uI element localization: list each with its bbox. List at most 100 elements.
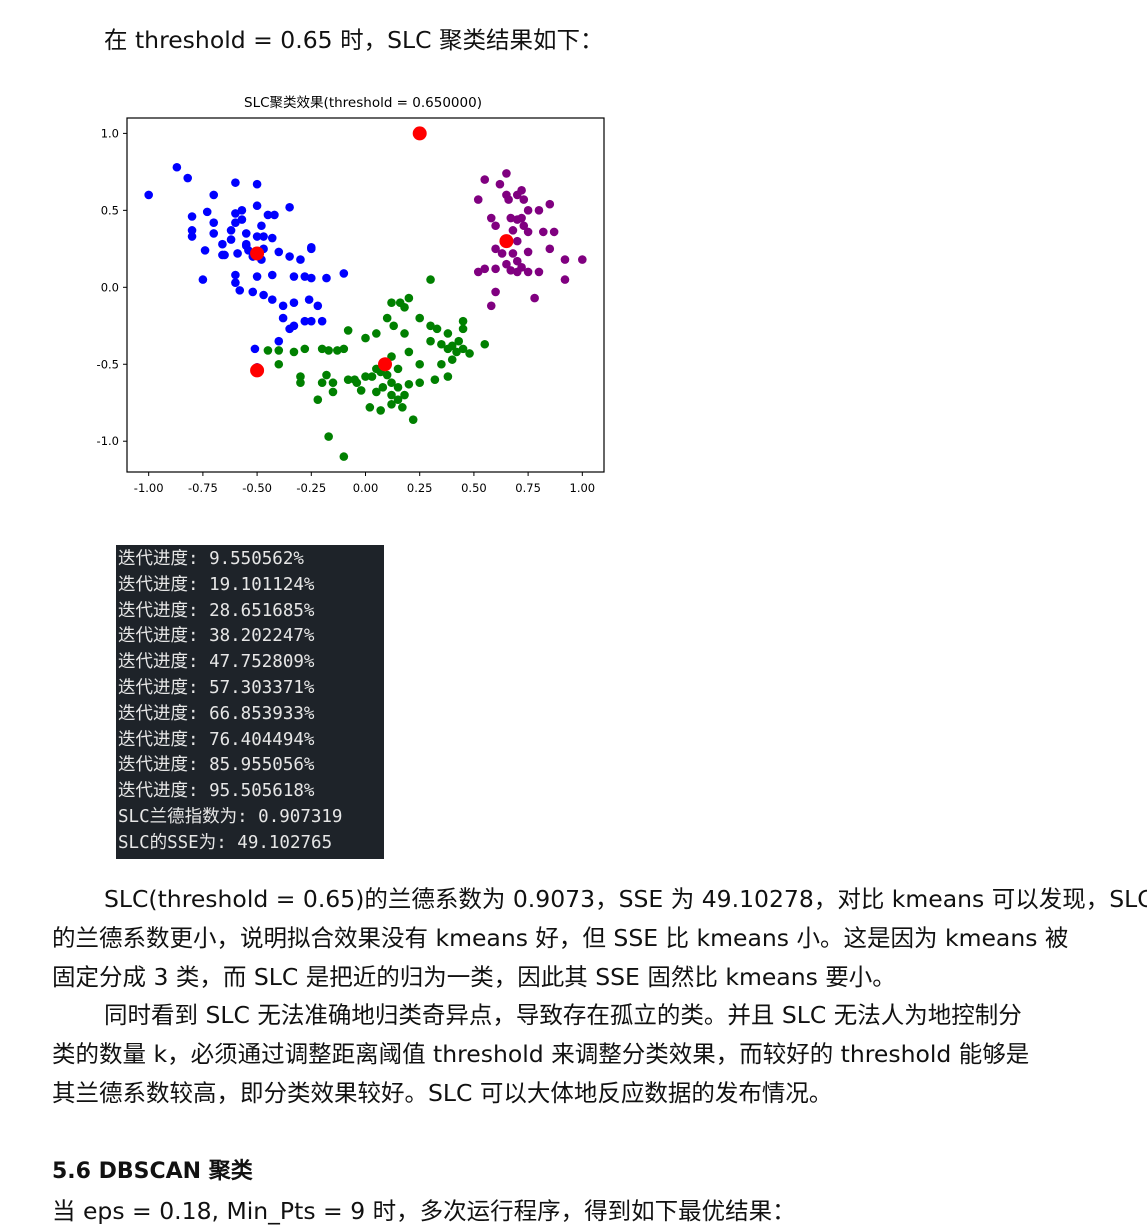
data-point (432, 324, 442, 334)
section-heading: 5.6 DBSCAN 聚类 (52, 1159, 253, 1184)
data-point (506, 266, 516, 275)
data-point (252, 232, 262, 241)
data-point (382, 313, 392, 323)
data-point (263, 346, 273, 355)
data-point (426, 336, 435, 346)
data-point (296, 255, 305, 264)
data-point (502, 259, 511, 269)
data-point (389, 321, 398, 331)
data-point (491, 287, 500, 297)
chart-svg: SLC聚类效果(threshold = 0.650000) -1.00 -0.75… (97, 95, 605, 495)
data-point (250, 344, 260, 354)
x-tick-label: 1.00 (570, 481, 596, 495)
data-point (443, 344, 453, 354)
data-point (220, 250, 229, 260)
data-point (285, 202, 294, 212)
y-tick-label: 1.0 (101, 126, 119, 140)
data-point (491, 221, 500, 231)
para1-line: SLC(threshold = 0.65)的兰德系数为 0.9073，SSE 为… (104, 885, 1147, 913)
data-point (306, 242, 316, 252)
data-point (512, 215, 522, 224)
data-point (183, 173, 193, 183)
data-point (549, 227, 559, 237)
data-point (333, 346, 342, 355)
data-point (300, 272, 310, 281)
data-point (382, 370, 392, 380)
data-point (480, 339, 490, 349)
data-point (274, 336, 284, 346)
data-point (209, 218, 219, 227)
x-tick-label: 0.25 (407, 481, 433, 495)
data-point (322, 370, 331, 380)
data-point (545, 199, 555, 209)
data-point (495, 179, 505, 189)
data-point (393, 364, 403, 374)
data-point (443, 329, 453, 338)
data-point (560, 255, 570, 264)
data-point (317, 316, 327, 326)
y-tick-label: -1.0 (97, 434, 119, 448)
chart-title: SLC聚类效果(threshold = 0.650000) (244, 95, 482, 111)
console-line: 迭代进度: 47.752809% (118, 652, 315, 673)
data-point (404, 293, 414, 303)
data-point (259, 290, 268, 300)
paragraph-slc-analysis: SLC(threshold = 0.65)的兰德系数为 0.9073，SSE 为… (52, 880, 1147, 997)
data-point (300, 316, 310, 326)
console-line: 迭代进度: 66.853933% (118, 703, 315, 724)
data-point (252, 179, 262, 189)
data-point (378, 383, 388, 392)
para2-line: 类的数量 k，必须通过调整距离阈值 threshold 来调整分类效果，而较好的… (52, 1040, 1030, 1068)
data-point (237, 215, 247, 224)
data-point (387, 352, 396, 361)
data-point (415, 313, 425, 323)
data-point (233, 249, 242, 258)
cluster-center (378, 357, 393, 372)
data-point (393, 383, 403, 392)
data-point (328, 387, 338, 397)
data-point (404, 379, 414, 389)
cluster-center (499, 234, 514, 249)
data-point (560, 275, 570, 284)
data-point (270, 210, 279, 220)
data-point (313, 395, 323, 404)
data-point (426, 275, 435, 284)
data-point (259, 232, 268, 241)
data-point (324, 432, 333, 441)
data-point (480, 175, 490, 184)
dbscan-intro-line: 当 eps = 0.18, Min_Pts = 9 时，多次运行程序，得到如下最… (52, 1197, 796, 1225)
data-point (339, 269, 349, 278)
data-point (231, 270, 240, 280)
data-point (285, 252, 294, 261)
axis-ticks: -1.00 -0.75 -0.50 -0.25 0.00 0.25 0.50 0.75 1.00… (97, 126, 596, 495)
data-point (317, 344, 327, 354)
console-line: 迭代进度: 38.202247% (118, 626, 315, 647)
data-point (252, 272, 262, 281)
data-point (241, 229, 251, 238)
data-point (437, 359, 446, 369)
data-point (350, 375, 359, 384)
data-point (473, 195, 483, 204)
data-point (400, 329, 409, 338)
data-point (252, 201, 262, 211)
data-point (322, 273, 331, 283)
console-output: 迭代进度: 9.550562% 迭代进度: 19.101124% 迭代进度: 28.… (116, 545, 384, 859)
data-point (209, 229, 219, 238)
data-point (508, 249, 518, 258)
data-point (491, 264, 500, 274)
para2-line: 其兰德系数较高，即分类效果较好。SLC 可以大体地反应数据的发布情况。 (52, 1079, 833, 1107)
data-point (278, 301, 288, 311)
data-point (278, 313, 288, 323)
data-point (404, 347, 414, 357)
data-point (289, 347, 299, 357)
data-point (237, 206, 247, 215)
data-point (267, 270, 277, 280)
data-point (523, 206, 533, 215)
data-point (415, 359, 425, 369)
data-point (231, 209, 240, 218)
x-tick-label: -0.50 (242, 481, 272, 495)
para1-line: 固定分成 3 类，而 SLC 是把近的归为一类，因此其 SSE 固然比 kmea… (52, 963, 896, 991)
data-point (296, 378, 305, 388)
data-point (289, 272, 299, 281)
console-line: 迭代进度: 9.550562% (118, 549, 304, 569)
data-point (306, 273, 316, 283)
